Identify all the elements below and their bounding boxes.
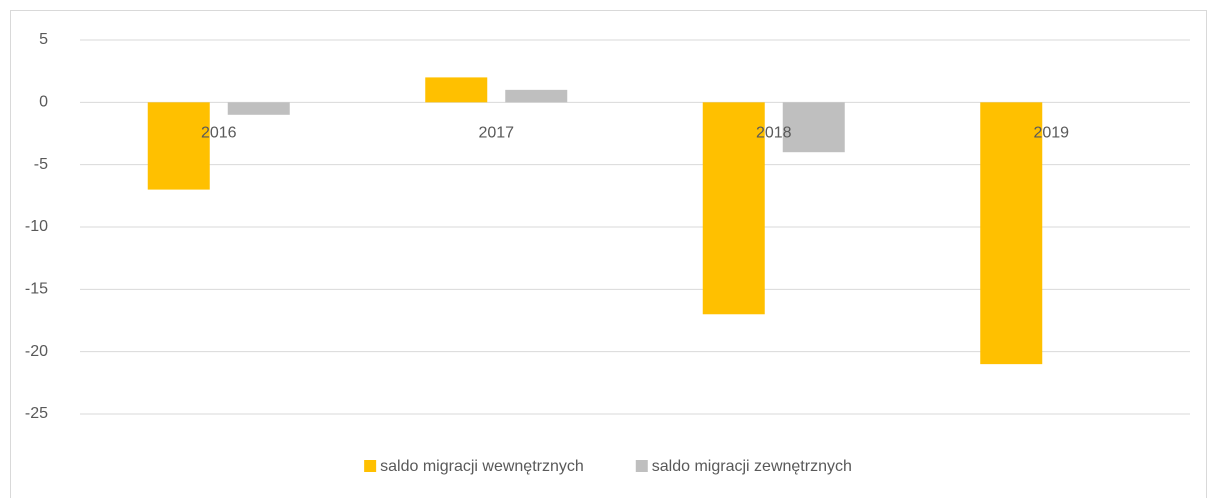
- legend-swatch: [364, 460, 377, 472]
- bar: [227, 102, 290, 115]
- x-tick-label: 2017: [478, 125, 514, 142]
- y-tick-label: -25: [25, 405, 48, 422]
- legend-label: saldo migracji wewnętrznych: [380, 458, 584, 475]
- y-tick-label: -5: [34, 156, 48, 173]
- bar: [782, 102, 845, 153]
- x-tick-label: 2019: [1033, 125, 1069, 142]
- bar: [425, 77, 488, 103]
- bar: [505, 89, 568, 103]
- y-tick-label: -15: [25, 281, 48, 298]
- bar: [147, 102, 210, 190]
- x-tick-label: 2016: [201, 125, 237, 142]
- y-tick-label: -20: [25, 343, 48, 360]
- y-tick-label: 5: [39, 31, 48, 48]
- y-tick-label: -10: [25, 218, 48, 235]
- legend-label: saldo migracji zewnętrznych: [652, 458, 852, 475]
- bar: [702, 102, 765, 315]
- y-tick-label: 0: [39, 94, 48, 111]
- x-tick-label: 2018: [756, 125, 792, 142]
- bar: [980, 102, 1043, 365]
- legend-swatch: [635, 460, 648, 472]
